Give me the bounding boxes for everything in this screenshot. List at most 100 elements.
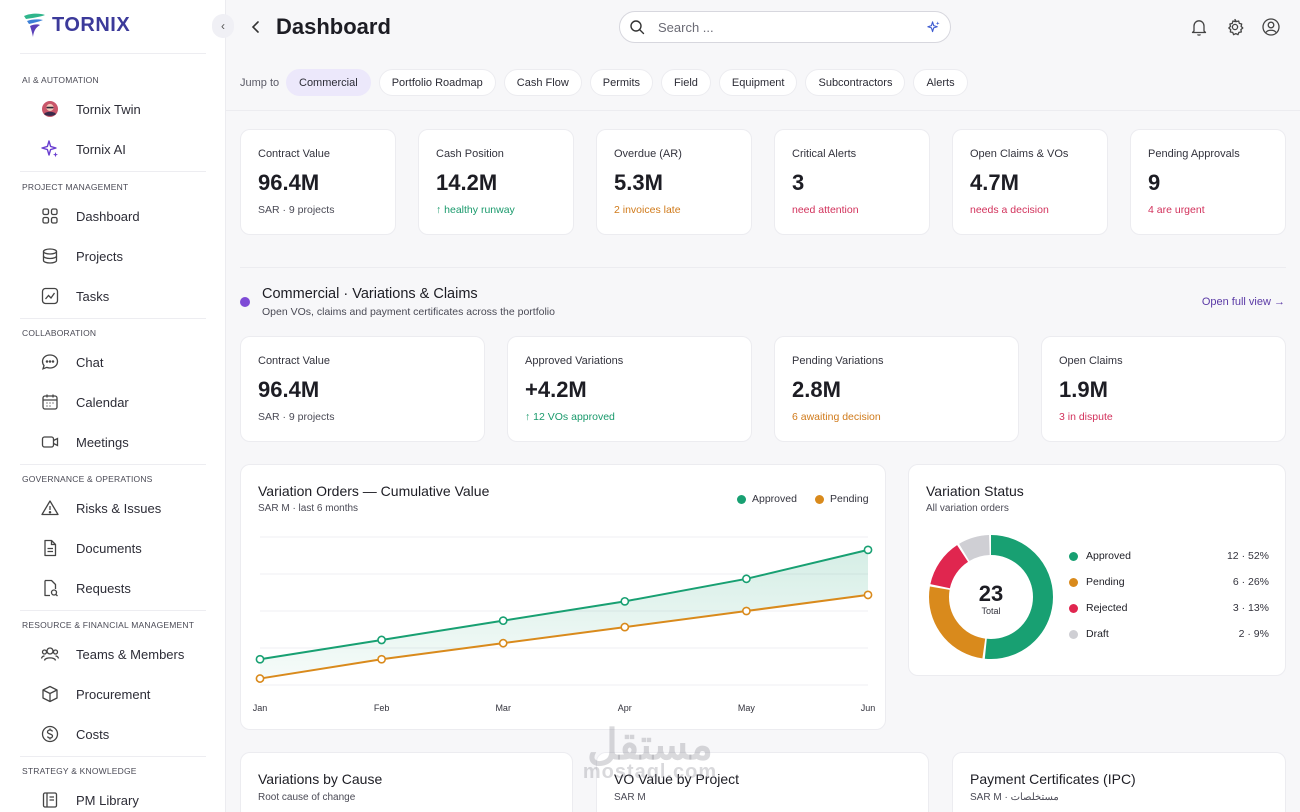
warning-icon [41,500,59,516]
status-value: 3 · 13% [1232,602,1269,614]
kpi-label: Contract Value [258,148,330,160]
sidebar-item-teams-members[interactable]: Teams & Members [40,639,210,669]
card-title: Payment Certificates (IPC) [970,771,1136,787]
avatar-icon [42,101,58,117]
search-icon [630,20,645,35]
area-between-series [260,549,868,679]
status-swatch [1069,603,1078,613]
legend-swatch-pending [815,494,824,504]
search-input[interactable] [658,17,918,37]
data-point-pending [620,622,630,632]
commercial-kpi-open-claims[interactable]: Open Claims 1.9M 3 in dispute [1041,336,1286,442]
sidebar-item-label: Risks & Issues [76,500,162,516]
chip-cash-flow[interactable]: Cash Flow [503,69,582,96]
sidebar-item-procurement[interactable]: Procurement [40,679,210,709]
sidebar-item-calendar[interactable]: Calendar [40,387,210,417]
chat-icon [41,354,59,370]
status-row-draft[interactable]: Draft 2 · 9% [1069,627,1269,641]
sidebar-item-costs[interactable]: Costs [40,719,210,749]
legend-label: Pending [830,493,869,505]
kpi-sub: 3 in dispute [1059,411,1113,423]
search-bar[interactable] [619,11,951,43]
section-title-collaboration: Collaboration [22,328,97,338]
bell-icon[interactable] [1189,17,1209,37]
commercial-kpi-contract-value[interactable]: Contract Value 96.4M SAR · 9 projects [240,336,485,442]
sidebar-item-requests[interactable]: Requests [40,573,210,603]
sidebar-item-dashboard[interactable]: Dashboard [40,201,210,231]
chip-portfolio-roadmap[interactable]: Portfolio Roadmap [378,69,496,96]
back-button[interactable] [246,16,266,38]
sidebar-item-tasks[interactable]: Tasks [40,281,210,311]
open-full-view-link[interactable]: Open full view → [1201,296,1285,308]
kpi-sub: needs a decision [970,204,1049,216]
divider [20,171,206,172]
kpi-sub: ↑ 12 VOs approved [525,411,615,423]
x-tick-label: Mar [495,703,511,713]
gear-icon[interactable] [1225,17,1245,37]
sidebar-item-meetings[interactable]: Meetings [40,427,210,457]
card-subtitle: Root cause of change [258,792,356,803]
x-tick-label: Jun [861,703,876,713]
data-point-pending [863,590,873,600]
variation-status-card: Variation Status All variation orders 23… [908,464,1286,676]
sidebar-item-tornix-ai[interactable]: Tornix AI [40,134,210,164]
chart-subtitle: All variation orders [926,503,1009,514]
legend-approved[interactable]: Approved [737,493,797,505]
sidebar-collapse-button[interactable]: ‹ [212,14,234,38]
donut-total-label: Total [981,606,1001,616]
commercial-kpi-pending-variations[interactable]: Pending Variations 2.8M 6 awaiting decis… [774,336,1019,442]
line-chart: Jan Feb Mar Apr May Jun [253,536,876,713]
status-row-pending[interactable]: Pending 6 · 26% [1069,575,1269,589]
payment-certificates-card: Payment Certificates (IPC) SAR M · مستخل… [952,752,1286,812]
kpi-sub: SAR · 9 projects [258,204,335,216]
series-line-pending [259,593,869,680]
ai-sparkle-icon[interactable] [926,20,941,35]
user-profile-icon[interactable] [1261,17,1281,37]
card-subtitle: SAR M · مستخلصات [970,792,1059,803]
chip-field[interactable]: Field [661,69,711,96]
legend-pending[interactable]: Pending [815,493,869,505]
kpi-card-pending-approvals[interactable]: Pending Approvals 9 4 are urgent [1130,129,1286,235]
sparkle-icon [41,140,58,158]
chip-commercial[interactable]: Commercial [286,69,371,96]
chip-subcontractors[interactable]: Subcontractors [805,69,906,96]
status-label: Approved [1086,550,1131,562]
card-subtitle: SAR M [614,792,646,803]
kpi-card-critical-alerts[interactable]: Critical Alerts 3 need attention [774,129,930,235]
sidebar-item-documents[interactable]: Documents [40,533,210,563]
status-row-approved[interactable]: Approved 12 · 52% [1069,549,1269,563]
chip-alerts[interactable]: Alerts [913,69,968,96]
chip-permits[interactable]: Permits [589,69,654,96]
chevron-left-icon [251,21,259,33]
sidebar-item-label: Meetings [76,434,129,450]
chart-line-icon [41,287,59,305]
chip-equipment[interactable]: Equipment [718,69,798,96]
stack-icon [42,248,58,264]
x-tick-label: Jan [253,703,268,713]
chevron-left-icon: ‹ [221,19,225,33]
sidebar-item-risks-issues[interactable]: Risks & Issues [40,493,210,523]
sidebar-item-label: Costs [76,726,110,742]
status-swatch [1069,577,1078,587]
sidebar-item-chat[interactable]: Chat [40,347,210,377]
kpi-value: 96.4M [258,170,320,195]
divider [20,53,206,54]
sidebar-item-projects[interactable]: Projects [40,241,210,271]
sidebar-item-pm-library[interactable]: PM Library [40,785,210,812]
brand-logo[interactable]: TORNIX [22,12,130,38]
section-indicator-dot [240,297,250,307]
commercial-kpi-approved-variations[interactable]: Approved Variations +4.2M ↑ 12 VOs appro… [507,336,752,442]
series-line-approved [259,548,869,661]
data-point-approved [377,635,386,645]
kpi-card-overdue-ar[interactable]: Overdue (AR) 5.3M 2 invoices late [596,129,752,235]
donut-chart [929,535,1053,659]
legend-label: Approved [752,493,797,505]
kpi-card-contract-value[interactable]: Contract Value 96.4M SAR · 9 projects [240,129,396,235]
sidebar-item-tornix-twin[interactable]: Tornix Twin [40,94,210,124]
section-title-project-management: Project Management [22,182,129,192]
kpi-card-cash-position[interactable]: Cash Position 14.2M ↑ healthy runway [418,129,574,235]
kpi-label: Contract Value [258,355,330,367]
kpi-card-open-claims-vos[interactable]: Open Claims & VOs 4.7M needs a decision [952,129,1108,235]
section-title-ai: AI & Automation [22,75,99,85]
status-row-rejected[interactable]: Rejected 3 · 13% [1069,601,1269,615]
